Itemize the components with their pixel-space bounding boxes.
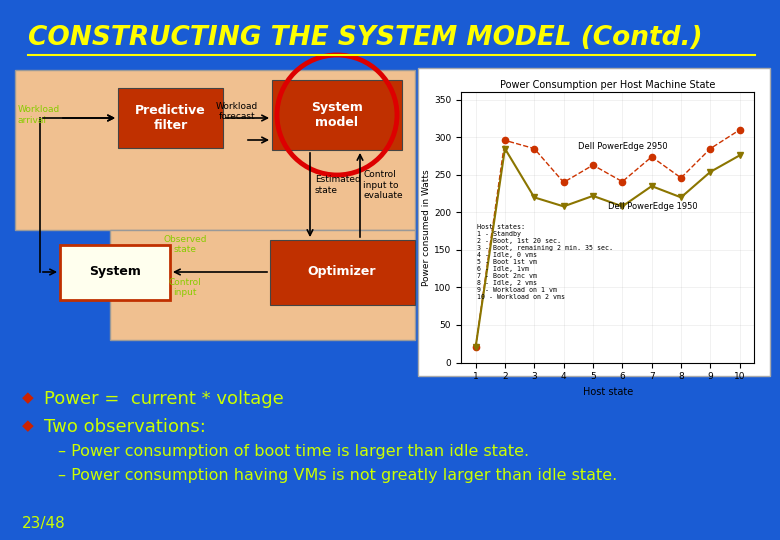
Dell PowerEdge 2950 xyxy=(588,162,597,168)
Text: – Power consumption having VMs is not greatly larger than idle state.: – Power consumption having VMs is not gr… xyxy=(58,468,617,483)
Dell PowerEdge 2950 xyxy=(706,145,715,152)
Text: CONSTRUCTING THE SYSTEM MODEL (Contd.): CONSTRUCTING THE SYSTEM MODEL (Contd.) xyxy=(28,25,703,51)
Dell PowerEdge 1950 xyxy=(588,193,597,199)
Dell PowerEdge 2950 xyxy=(676,174,686,181)
Dell PowerEdge 2950 xyxy=(647,153,656,160)
Dell PowerEdge 2950 xyxy=(618,178,627,185)
Dell PowerEdge 1950 xyxy=(559,203,569,210)
Dell PowerEdge 1950 xyxy=(647,183,656,190)
X-axis label: Host state: Host state xyxy=(583,387,633,397)
Text: Dell PowerEdge 1950: Dell PowerEdge 1950 xyxy=(608,201,697,211)
Text: Power =  current * voltage: Power = current * voltage xyxy=(44,390,284,408)
Dell PowerEdge 1950 xyxy=(530,194,539,201)
Text: System: System xyxy=(89,266,141,279)
Dell PowerEdge 1950 xyxy=(676,194,686,201)
FancyBboxPatch shape xyxy=(270,240,415,305)
FancyBboxPatch shape xyxy=(272,80,402,150)
Text: – Power consumption of boot time is larger than idle state.: – Power consumption of boot time is larg… xyxy=(58,444,529,459)
FancyBboxPatch shape xyxy=(60,245,170,300)
FancyBboxPatch shape xyxy=(418,68,770,376)
Dell PowerEdge 2950 xyxy=(471,344,480,350)
Dell PowerEdge 2950 xyxy=(530,145,539,152)
Line: Dell PowerEdge 2950: Dell PowerEdge 2950 xyxy=(473,127,743,350)
FancyBboxPatch shape xyxy=(15,70,415,230)
Dell PowerEdge 1950 xyxy=(706,168,715,175)
Text: Workload
arrival: Workload arrival xyxy=(18,105,60,125)
Y-axis label: Power consumed in Watts: Power consumed in Watts xyxy=(422,169,431,286)
Text: Dell PowerEdge 2950: Dell PowerEdge 2950 xyxy=(578,141,668,151)
Text: Two observations:: Two observations: xyxy=(44,418,206,436)
Text: 23/48: 23/48 xyxy=(22,516,66,531)
Text: Optimizer: Optimizer xyxy=(308,266,376,279)
Title: Power Consumption per Host Machine State: Power Consumption per Host Machine State xyxy=(500,80,715,90)
Dell PowerEdge 2950 xyxy=(500,137,509,144)
Text: ◆: ◆ xyxy=(22,390,34,405)
Line: Dell PowerEdge 1950: Dell PowerEdge 1950 xyxy=(472,145,743,351)
Dell PowerEdge 1950 xyxy=(735,152,744,159)
Dell PowerEdge 1950 xyxy=(471,344,480,350)
Dell PowerEdge 1950 xyxy=(500,145,509,152)
Text: Predictive
filter: Predictive filter xyxy=(135,104,206,132)
Text: Control
input: Control input xyxy=(168,278,201,298)
Text: Observed
state: Observed state xyxy=(163,235,207,254)
Dell PowerEdge 2950 xyxy=(559,179,569,186)
Dell PowerEdge 2950 xyxy=(735,126,744,133)
FancyBboxPatch shape xyxy=(110,230,415,340)
Text: Estimated
state: Estimated state xyxy=(315,176,360,195)
Text: Workload
forecast: Workload forecast xyxy=(216,102,258,122)
FancyBboxPatch shape xyxy=(118,88,223,148)
Text: System
model: System model xyxy=(311,101,363,129)
Text: ◆: ◆ xyxy=(22,418,34,433)
Dell PowerEdge 1950 xyxy=(618,203,627,210)
Text: Host states:
1 - Standby
2 - Boot, 1st 20 sec.
3 - Boot, remaining 2 min. 35 sec: Host states: 1 - Standby 2 - Boot, 1st 2… xyxy=(477,224,613,300)
Text: Control
input to
evaluate: Control input to evaluate xyxy=(363,170,402,200)
